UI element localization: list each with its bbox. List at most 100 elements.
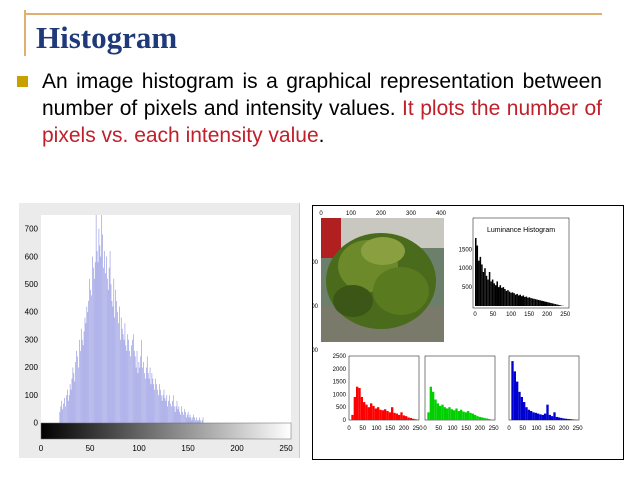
histogram-bar <box>478 260 480 306</box>
y-tick-label: 100 <box>25 391 39 400</box>
histogram-bar <box>367 407 370 420</box>
x-tick-label: 150 <box>385 426 396 432</box>
x-tick-label: 0 <box>39 444 44 453</box>
histogram-bar <box>516 293 518 306</box>
histogram-bar <box>402 415 405 420</box>
tree-photo <box>321 218 444 342</box>
histogram-bar <box>476 416 479 420</box>
histogram-bar <box>488 418 491 420</box>
histogram-bar <box>555 416 558 420</box>
histogram-bar <box>511 292 514 306</box>
histogram-bar <box>136 350 138 423</box>
y-tick-label: 200 <box>25 363 39 372</box>
intensity-histogram-chart: 0 50 100 150 200 250 0 100 200 300 400 500 600 700 <box>19 203 299 458</box>
histogram-bar <box>158 395 159 423</box>
histogram-bar <box>189 414 191 423</box>
histogram-bar <box>171 406 172 423</box>
histogram-bar <box>379 409 382 420</box>
photo-x-tick-label: 0 <box>319 211 323 217</box>
x-tick-label: 150 <box>545 426 556 432</box>
histogram-bar <box>537 299 540 306</box>
histogram-bar <box>85 323 87 423</box>
histogram-bar <box>89 278 90 423</box>
photo-x-tick-label: 200 <box>376 211 387 217</box>
histogram-bar <box>528 297 531 306</box>
histogram-bar <box>562 418 565 420</box>
histogram-bar <box>107 289 109 423</box>
color-histograms-chart: 0 100 200 300 400 100 200 300 Luminance Histogr… <box>313 211 583 432</box>
histogram-bar <box>539 300 541 306</box>
histogram-bar <box>360 396 363 420</box>
histogram-bar <box>111 300 113 423</box>
histogram-bar <box>170 403 171 423</box>
histogram-bar <box>172 400 173 423</box>
histogram-bar <box>569 419 572 420</box>
histogram-bar <box>119 339 121 423</box>
histogram-bar <box>135 367 137 423</box>
title-accent-horizontal-line <box>24 13 602 15</box>
histogram-bar <box>527 297 529 306</box>
histogram-bar <box>508 291 511 306</box>
histogram-bar <box>520 396 523 420</box>
histogram-bar <box>60 406 62 423</box>
histogram-bar <box>73 373 75 423</box>
histogram-bar <box>464 412 467 420</box>
histogram-bar <box>482 272 485 306</box>
y-tick-label: 0 <box>343 418 347 424</box>
x-tick-label: 150 <box>181 444 195 453</box>
histogram-bar <box>490 281 492 306</box>
histogram-bar <box>152 378 154 423</box>
histogram-bar <box>145 378 146 423</box>
photo-y-tick-label: 100 <box>313 260 319 266</box>
histogram-bar <box>534 412 537 420</box>
histogram-bar <box>504 289 506 306</box>
histogram-bar <box>148 378 150 423</box>
x-tick-label: 100 <box>371 426 382 432</box>
histogram-bar <box>166 395 168 423</box>
histogram-bar <box>502 287 505 306</box>
histogram-bar <box>565 418 568 420</box>
histogram-bar <box>198 420 199 423</box>
x-tick-label: 100 <box>531 426 542 432</box>
histogram-bar <box>485 418 488 420</box>
histogram-bar <box>541 414 544 420</box>
photo-y-tick-label: 300 <box>313 348 319 354</box>
histogram-bar <box>134 356 136 423</box>
histogram-bar <box>491 279 494 306</box>
histogram-bar <box>532 412 535 420</box>
histogram-bar <box>120 317 122 423</box>
histogram-bar <box>370 403 373 420</box>
histogram-bar <box>511 361 514 420</box>
histogram-bar <box>436 403 439 420</box>
x-tick-label: 200 <box>475 426 486 432</box>
histogram-bar <box>443 407 446 420</box>
photo-x-tick-label: 300 <box>406 211 417 217</box>
histogram-bar <box>139 367 141 423</box>
histogram-bar <box>84 317 86 423</box>
photo-x-tick-label: 400 <box>436 211 447 217</box>
x-tick-label: 250 <box>560 312 571 318</box>
photo-y-tick-label: 200 <box>313 304 319 310</box>
histogram-bar <box>184 409 185 423</box>
histogram-bar <box>188 417 190 423</box>
histogram-bar <box>483 417 486 420</box>
histogram-bar <box>395 413 398 420</box>
histogram-bar <box>167 406 168 423</box>
histogram-bar <box>551 303 554 306</box>
histogram-bar <box>102 234 103 423</box>
photo-x-tick-label: 100 <box>346 211 357 217</box>
histogram-bar <box>121 328 123 423</box>
y-tick-label: 1500 <box>333 380 347 386</box>
histogram-bar <box>82 345 84 423</box>
histogram-bar <box>393 412 396 420</box>
histogram-bar <box>131 345 132 423</box>
histogram-bar <box>118 323 119 423</box>
histogram-bar <box>453 410 456 420</box>
histogram-bar <box>537 413 540 420</box>
x-tick-label: 0 <box>347 426 351 432</box>
histogram-bar <box>412 418 415 420</box>
histogram-bar <box>115 289 116 423</box>
x-tick-label: 50 <box>86 444 95 453</box>
histogram-bar <box>86 306 88 423</box>
histogram-bar <box>544 413 547 420</box>
